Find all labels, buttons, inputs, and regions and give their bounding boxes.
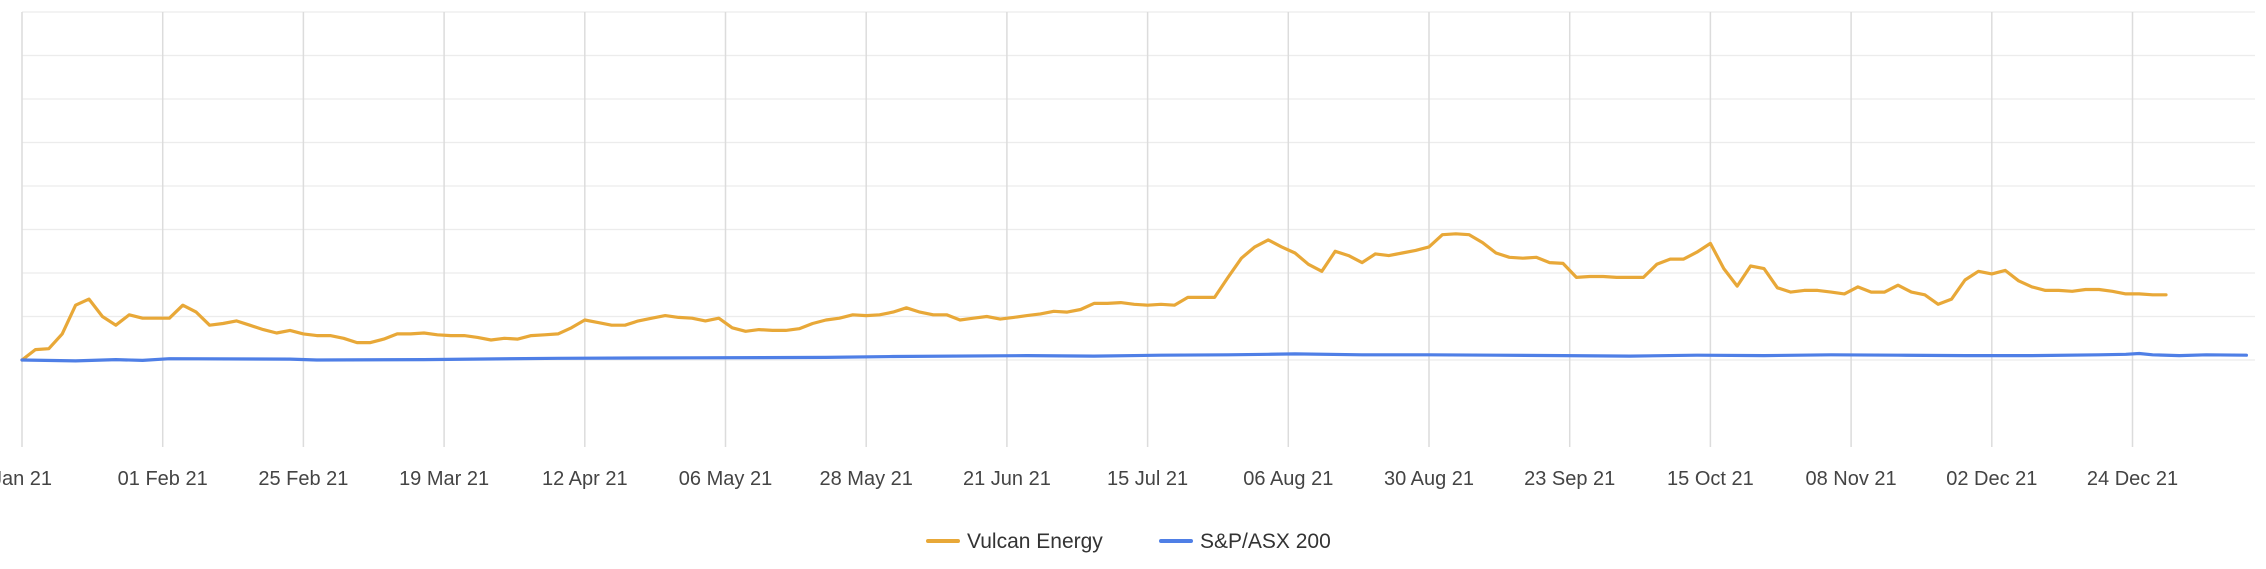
x-tick-label: 12 Apr 21 <box>542 468 628 490</box>
x-tick-label: 06 May 21 <box>679 468 772 490</box>
x-tick-label: 06 Aug 21 <box>1243 468 1333 490</box>
legend-label: Vulcan Energy <box>967 530 1103 553</box>
x-tick-label: 01 Feb 21 <box>118 468 208 490</box>
series-line-vulcan-energy <box>20 232 2168 362</box>
x-tick-label: 15 Oct 21 <box>1667 468 1754 490</box>
x-tick-label: 28 May 21 <box>820 468 913 490</box>
x-tick-label: 19 Mar 21 <box>399 468 489 490</box>
legend: Vulcan Energy S&P/ASX 200 <box>926 530 1331 553</box>
x-tick-label: 30 Aug 21 <box>1384 468 1474 490</box>
series-line-sp-asx-200 <box>20 351 2248 363</box>
x-axis: Jan 21 01 Feb 21 25 Feb 21 19 Mar 21 12 Apr … <box>0 468 2178 490</box>
x-tick-label: 02 Dec 21 <box>1946 468 2037 490</box>
series-layer <box>20 232 2248 363</box>
x-tick-label: 24 Dec 21 <box>2087 468 2178 490</box>
x-tick-label: 08 Nov 21 <box>1806 468 1897 490</box>
x-tick-label: 23 Sep 21 <box>1524 468 1615 490</box>
grid-layer <box>21 11 2255 447</box>
x-tick-label: Jan 21 <box>0 468 52 490</box>
x-tick-label: 21 Jun 21 <box>963 468 1051 490</box>
x-tick-label: 25 Feb 21 <box>258 468 348 490</box>
x-tick-label: 15 Jul 21 <box>1107 468 1188 490</box>
legend-label: S&P/ASX 200 <box>1200 530 1331 553</box>
